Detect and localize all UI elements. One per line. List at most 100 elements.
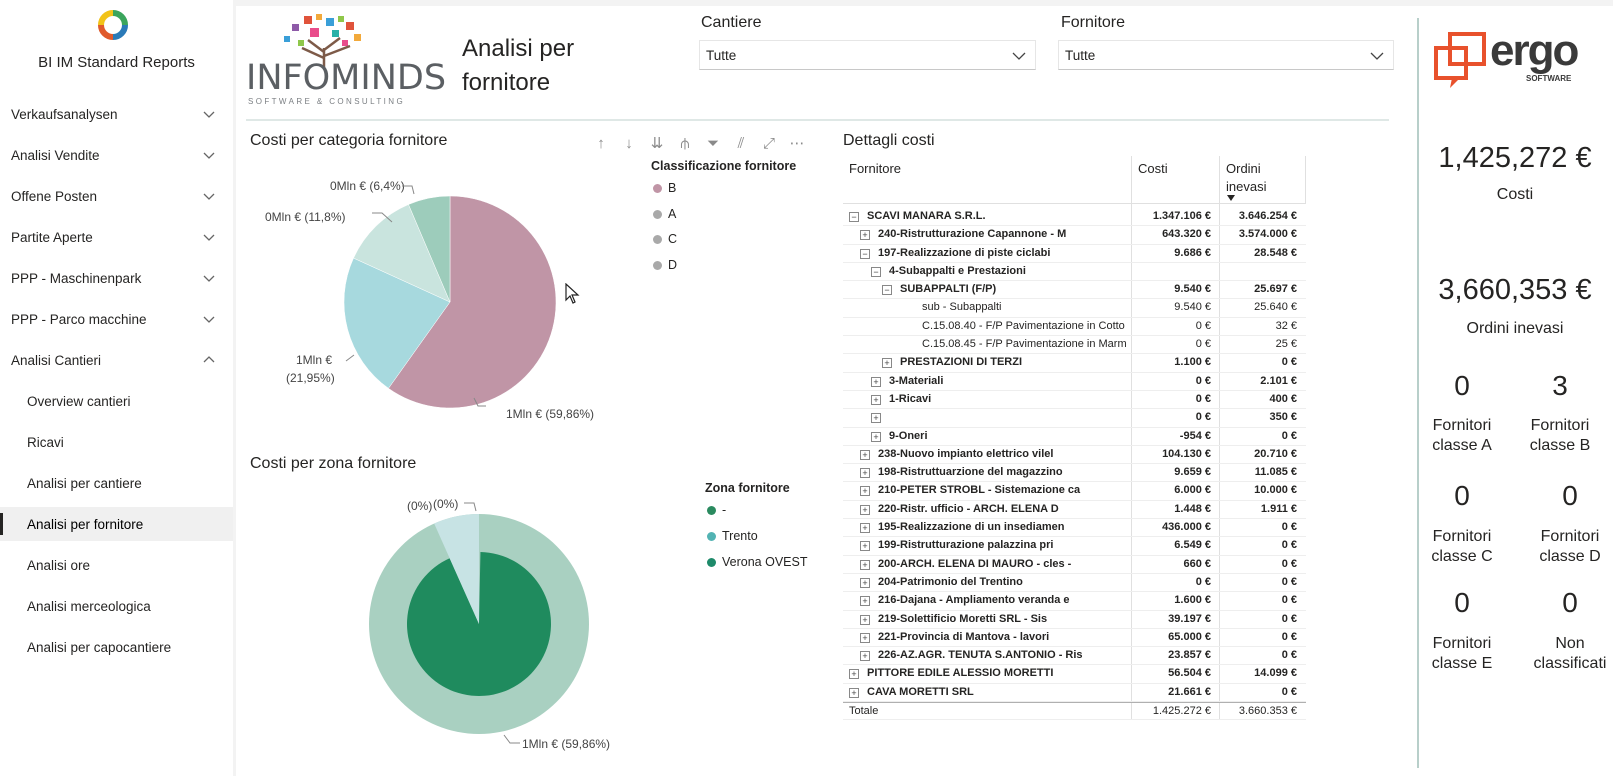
expand-plus-icon[interactable]: + — [860, 449, 870, 460]
expand-plus-icon[interactable]: + — [860, 577, 870, 588]
table-row[interactable]: + PITTORE EDILE ALESSIO MORETTI 56.504 € 14… — [843, 665, 1306, 684]
row-costi: 104.130 € — [1162, 447, 1211, 460]
row-fornitore: 204-Patrimonio del Trentino — [878, 575, 1023, 588]
table-row[interactable]: +199-Ristrutturazione palazzina pri 6.549… — [843, 537, 1306, 556]
nav-item-offene-posten[interactable]: Offene Posten — [0, 179, 233, 213]
legend-item-d[interactable]: D — [653, 258, 677, 272]
pie-slice-verona-ovest[interactable] — [407, 552, 551, 696]
pie-slice-d[interactable] — [408, 195, 451, 303]
table-row[interactable]: −4-Subappalti e Prestazioni — [843, 263, 1306, 282]
table-row[interactable]: +240-Ristrutturazione Capannone - M 643.3… — [843, 226, 1306, 245]
table-row[interactable]: +195-Realizzazione di un insediamen 436.0… — [843, 519, 1306, 538]
nav-subitem-overview-cantieri[interactable]: Overview cantieri — [0, 384, 233, 418]
nav-subitem-ricavi[interactable]: Ricavi — [0, 425, 233, 459]
row-fornitore: CAVA MORETTI SRL — [867, 685, 974, 698]
expand-plus-icon[interactable]: + — [860, 504, 870, 515]
legend-item-b[interactable]: B — [653, 181, 676, 195]
fornitore-dropdown[interactable]: Tutte — [1058, 40, 1394, 70]
expand-plus-icon[interactable]: + — [849, 687, 859, 698]
legend-item-a[interactable]: A — [653, 207, 676, 221]
nav-subitem-analisi-per-cantiere[interactable]: Analisi per cantiere — [0, 466, 233, 500]
table-row[interactable]: −197-Realizzazione di piste ciclabi 9.686… — [843, 245, 1306, 263]
nav-item-analisi-vendite[interactable]: Analisi Vendite — [0, 138, 233, 172]
legend-item-dash[interactable]: - — [707, 503, 726, 517]
pin-visual-icon[interactable]: ⫽ — [737, 134, 745, 152]
focus-mode-icon[interactable]: ⤢ — [762, 134, 775, 152]
pie-slice-b[interactable] — [388, 195, 557, 409]
nav-item-partite-aperte[interactable]: Partite Aperte — [0, 220, 233, 254]
table-row[interactable]: +9-Oneri -954 € 0 € — [843, 428, 1306, 446]
table-row[interactable]: + PRESTAZIONI DI TERZI 1.100 € 0 € — [843, 354, 1306, 373]
legend-item-c[interactable]: C — [653, 232, 677, 246]
expand-plus-icon[interactable]: + — [871, 413, 881, 424]
expand-plus-icon[interactable]: + — [849, 669, 859, 680]
col-header-costi[interactable]: Costi — [1138, 161, 1168, 176]
expand-plus-icon[interactable]: + — [860, 559, 870, 570]
expand-hierarchy-icon[interactable]: ⫛ — [680, 134, 690, 152]
filter-icon[interactable]: ⏷ — [706, 134, 719, 152]
col-header-ordini-1[interactable]: Ordini — [1226, 161, 1261, 176]
pie-slice-c[interactable] — [353, 204, 451, 303]
table-row[interactable]: +200-ARCH. ELENA DI MAURO - cles - 660 € 0… — [843, 556, 1306, 574]
expand-plus-icon[interactable]: + — [860, 541, 870, 552]
row-ordini: 0 € — [1281, 539, 1297, 552]
nav-subitem-analisi-ore[interactable]: Analisi ore — [0, 548, 233, 582]
table-row[interactable]: +216-Dajana - Ampliamento veranda e 1.600… — [843, 592, 1306, 611]
table-row[interactable]: +226-AZ.AGR. TENUTA S.ANTONIO - Ris 23.85… — [843, 647, 1306, 666]
legend-item-verona-ovest[interactable]: Verona OVEST — [707, 555, 807, 569]
expand-plus-icon[interactable]: + — [860, 230, 870, 241]
table-row[interactable]: +198-Ristruttuarzione del magazzino 9.659… — [843, 464, 1306, 483]
expand-plus-icon[interactable]: + — [860, 468, 870, 479]
nav-subitem-analisi-per-fornitore[interactable]: Analisi per fornitore — [0, 507, 233, 541]
collapse-minus-icon[interactable]: − — [871, 266, 881, 277]
expand-plus-icon[interactable]: + — [882, 358, 892, 369]
expand-plus-icon[interactable]: + — [860, 632, 870, 643]
expand-plus-icon[interactable]: + — [871, 394, 881, 405]
expand-plus-icon[interactable]: + — [871, 431, 881, 442]
legend-item-trento[interactable]: Trento — [707, 529, 758, 543]
table-row[interactable]: +204-Patrimonio del Trentino 0 € 0 € — [843, 574, 1306, 593]
more-options-icon[interactable]: ⋯ — [789, 135, 805, 152]
table-row[interactable]: +1-Ricavi 0 € 400 € — [843, 391, 1306, 410]
table-row[interactable]: +220-Ristr. ufficio - ARCH. ELENA D 1.448… — [843, 501, 1306, 520]
table-row[interactable]: − SUBAPPALTI (F/P) 9.540 € 25.697 € — [843, 281, 1306, 300]
table-row[interactable]: C.15.08.45 - F/P Pavimentazione in Marmo… — [843, 336, 1306, 355]
table-row[interactable]: +3-Materiali 0 € 2.101 € — [843, 373, 1306, 391]
nav-item-ppp-parco-macchine[interactable]: PPP - Parco macchine — [0, 302, 233, 336]
expand-plus-icon[interactable]: + — [860, 523, 870, 534]
chevron-up-icon — [203, 356, 215, 363]
cantiere-dropdown[interactable]: Tutte — [699, 40, 1036, 70]
table-row[interactable]: +210-PETER STROBL - Sistemazione ca 6.000… — [843, 482, 1306, 501]
table-row[interactable]: +238-Nuovo impianto elettrico vilel 104.1… — [843, 446, 1306, 465]
expand-plus-icon[interactable]: + — [860, 651, 870, 662]
expand-all-down-icon[interactable]: ⇊ — [650, 135, 664, 152]
expand-plus-icon[interactable]: + — [860, 486, 870, 497]
pie-slice-dash[interactable] — [449, 552, 479, 624]
col-header-fornitore[interactable]: Fornitore — [849, 161, 902, 176]
table-row[interactable]: +221-Provincia di Mantova - lavori 65.000… — [843, 629, 1306, 648]
expand-plus-icon[interactable]: + — [860, 596, 870, 607]
drill-down-icon[interactable]: ↓ — [625, 134, 633, 152]
table-row[interactable]: + CAVA MORETTI SRL 21.661 € 0 € — [843, 684, 1306, 703]
table-row[interactable]: +219-Solettificio Moretti SRL - Sis 39.19… — [843, 611, 1306, 629]
collapse-minus-icon[interactable]: − — [882, 285, 892, 296]
collapse-minus-icon[interactable]: − — [849, 212, 859, 222]
collapse-minus-icon[interactable]: − — [860, 248, 870, 259]
nav-item-analisi-cantieri[interactable]: Analisi Cantieri — [0, 343, 233, 377]
nav-subitem-analisi-per-capocantiere[interactable]: Analisi per capocantiere — [0, 630, 233, 664]
nav-item-verkaufsanalysen[interactable]: Verkaufsanalysen — [0, 97, 233, 131]
drill-up-icon[interactable]: ↑ — [597, 134, 605, 152]
row-fornitore: 3-Materiali — [889, 374, 944, 387]
legend-label: B — [668, 181, 677, 195]
col-header-ordini-2[interactable]: inevasi — [1226, 179, 1267, 194]
table-row[interactable]: +0 € 350 € — [843, 409, 1306, 428]
table-row[interactable]: − SCAVI MANARA S.R.L. 1.347.106 € 3.646.254… — [843, 208, 1306, 227]
expand-plus-icon[interactable]: + — [860, 614, 870, 625]
table-row[interactable]: sub - Subappalti 9.540 € 25.640 € — [843, 299, 1306, 318]
nav-item-ppp-maschinenpark[interactable]: PPP - Maschinenpark — [0, 261, 233, 295]
nav-subitem-analisi-merceologica[interactable]: Analisi merceologica — [0, 589, 233, 623]
row-fornitore: 198-Ristruttuarzione del magazzino — [878, 466, 1063, 479]
table-row[interactable]: C.15.08.40 - F/P Pavimentazione in Cotto… — [843, 318, 1306, 337]
pie-slice-a[interactable] — [343, 257, 451, 389]
expand-plus-icon[interactable]: + — [871, 376, 881, 387]
